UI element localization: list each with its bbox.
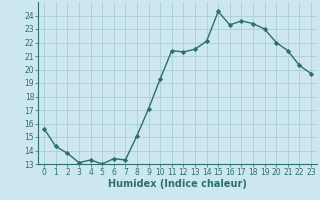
X-axis label: Humidex (Indice chaleur): Humidex (Indice chaleur) [108,179,247,189]
